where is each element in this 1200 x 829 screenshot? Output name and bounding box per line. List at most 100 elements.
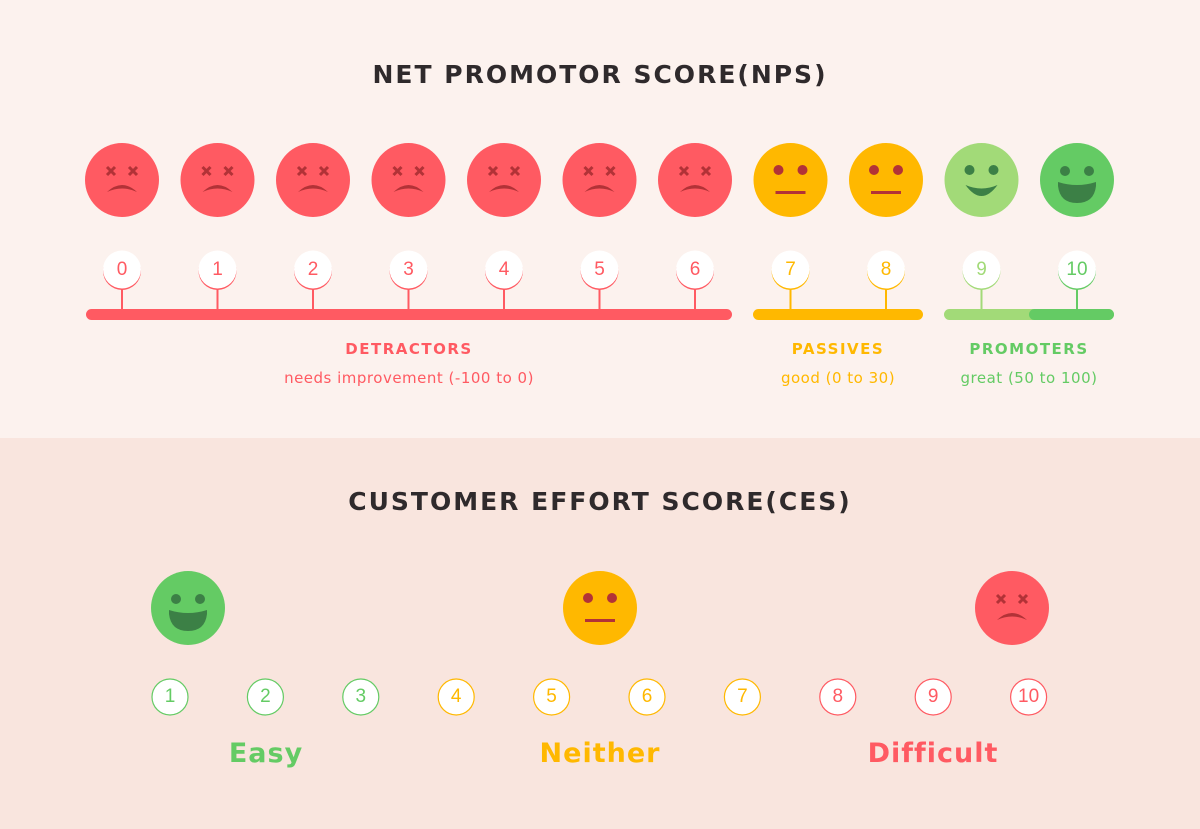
x-eye [127, 165, 139, 177]
x-eye [995, 593, 1007, 605]
detractors-label: DETRACTORS [345, 340, 473, 358]
face-circle [180, 143, 255, 217]
nps-score-1: 1 [212, 259, 223, 280]
nps-section [0, 0, 1200, 438]
pin-circle [485, 250, 523, 289]
ces-circle [437, 678, 475, 716]
sad-face-icon [562, 143, 637, 217]
pin-circle [198, 250, 237, 289]
nps-score-2: 2 [307, 259, 319, 280]
x-eye [509, 165, 521, 177]
pin-circle [771, 250, 810, 289]
nps-score-0: 0 [116, 259, 128, 280]
frown-mouth [298, 185, 328, 192]
x-eye [1017, 593, 1029, 605]
pin-circle [867, 250, 905, 289]
sad-face-icon [85, 143, 159, 217]
flat-mouth [775, 191, 806, 194]
eye [1084, 166, 1094, 176]
face-circle [467, 143, 541, 217]
ces-circle [819, 678, 857, 716]
frown-mouth [997, 613, 1027, 620]
frown-mouth [393, 185, 424, 192]
sad-face-icon [975, 571, 1049, 645]
face-circle [151, 571, 225, 645]
face-circle [562, 143, 637, 217]
face-circle [849, 143, 923, 217]
x-eye [318, 165, 330, 177]
flat-mouth [585, 619, 615, 622]
promoters-bar-top [1029, 309, 1114, 320]
passives-desc: good (0 to 30) [780, 369, 896, 387]
x-eye [392, 165, 403, 177]
nps-score-5: 5 [594, 259, 605, 280]
ces-score-1: 1 [164, 686, 176, 707]
ces-score-4: 4 [450, 686, 462, 707]
difficult-label: Difficult [867, 738, 999, 769]
face-circle [658, 143, 732, 217]
face-circle [975, 571, 1049, 645]
promoters-desc: great (50 to 100) [960, 369, 1098, 387]
smile-face-icon [944, 143, 1019, 217]
sad-face-icon [467, 143, 541, 217]
neutral-face-icon [753, 143, 828, 217]
pin-circle [294, 250, 332, 289]
ces-circle [532, 678, 571, 716]
sad-face-icon [180, 143, 255, 217]
ces-score-6: 6 [641, 686, 653, 707]
smile-mouth [965, 185, 998, 196]
x-eye [487, 165, 499, 177]
nps-score-4: 4 [498, 259, 510, 280]
neutral-face-icon [563, 571, 637, 645]
frown-mouth [489, 185, 519, 192]
frown-mouth [680, 185, 710, 192]
nps-score-3: 3 [403, 259, 414, 280]
ces-circle [246, 678, 284, 716]
grin-mouth [169, 610, 207, 631]
grin-face-icon [151, 571, 225, 645]
nps-score-9: 9 [976, 259, 987, 280]
pin-circle [103, 250, 141, 289]
nps-score-6: 6 [689, 259, 701, 280]
ces-score-9: 9 [927, 686, 939, 707]
x-eye [296, 165, 308, 177]
frown-mouth [107, 185, 137, 192]
ces-score-3: 3 [355, 686, 367, 707]
eye [171, 594, 181, 604]
sad-face-icon [658, 143, 732, 217]
face-circle [563, 571, 637, 645]
detractors-desc: needs improvement (-100 to 0) [284, 369, 534, 387]
promoters-label: PROMOTERS [969, 340, 1089, 358]
face-circle [85, 143, 159, 217]
ces-score-10: 10 [1018, 686, 1040, 707]
eye [893, 165, 903, 175]
ces-score-7: 7 [737, 686, 748, 707]
eye [988, 165, 999, 175]
x-eye [201, 165, 212, 177]
face-circle [371, 143, 446, 217]
face-circle [276, 143, 350, 217]
pin-circle [580, 250, 619, 289]
nps-score-8: 8 [880, 259, 892, 280]
eye [583, 593, 593, 603]
eye [964, 165, 975, 175]
eye [869, 165, 879, 175]
neutral-face-icon [849, 143, 923, 217]
sad-face-icon [371, 143, 446, 217]
eye [797, 165, 808, 175]
ces-score-2: 2 [260, 686, 271, 707]
ces-score-8: 8 [832, 686, 844, 707]
x-eye [583, 165, 594, 177]
ces-circle [342, 678, 380, 716]
x-eye [700, 165, 712, 177]
grin-face-icon [1040, 143, 1114, 217]
ces-score-5: 5 [546, 686, 557, 707]
grin-mouth [1058, 182, 1096, 203]
face-circle [753, 143, 828, 217]
x-eye [678, 165, 690, 177]
flat-mouth [871, 191, 901, 194]
ces-circle [628, 678, 666, 716]
passives-label: PASSIVES [791, 340, 885, 358]
nps-score-10: 10 [1066, 259, 1088, 280]
